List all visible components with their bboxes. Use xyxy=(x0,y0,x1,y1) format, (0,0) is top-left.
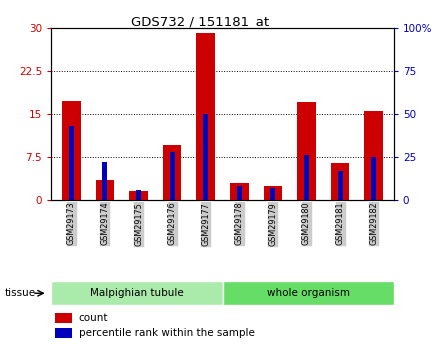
Text: GDS732 / 151181_at: GDS732 / 151181_at xyxy=(131,16,269,29)
Text: GSM29174: GSM29174 xyxy=(101,202,109,245)
Text: GSM29177: GSM29177 xyxy=(201,202,210,246)
Text: count: count xyxy=(79,313,108,323)
Bar xyxy=(62,101,81,200)
Text: GSM29173: GSM29173 xyxy=(67,202,76,245)
Bar xyxy=(331,163,349,200)
Text: whole organism: whole organism xyxy=(267,288,350,298)
Bar xyxy=(297,102,316,200)
Bar xyxy=(69,126,74,200)
Text: GSM29179: GSM29179 xyxy=(268,202,277,246)
Bar xyxy=(96,180,114,200)
Text: GSM29175: GSM29175 xyxy=(134,202,143,246)
Text: percentile rank within the sample: percentile rank within the sample xyxy=(79,328,255,338)
Bar xyxy=(203,114,208,200)
Bar xyxy=(364,111,383,200)
Bar xyxy=(304,155,309,200)
Bar xyxy=(271,188,275,200)
Text: GSM29178: GSM29178 xyxy=(235,202,244,245)
Text: GSM29176: GSM29176 xyxy=(168,202,177,245)
Bar xyxy=(51,281,223,305)
Bar xyxy=(237,186,242,200)
Bar xyxy=(196,33,215,200)
Bar xyxy=(222,281,394,305)
Bar xyxy=(170,152,174,200)
Bar xyxy=(55,313,72,323)
Text: Malpighian tubule: Malpighian tubule xyxy=(90,288,184,298)
Bar xyxy=(55,328,72,338)
Bar xyxy=(263,186,282,200)
Bar xyxy=(136,190,141,200)
Text: GSM29182: GSM29182 xyxy=(369,202,378,245)
Bar xyxy=(163,146,182,200)
Text: GSM29180: GSM29180 xyxy=(302,202,311,245)
Bar xyxy=(230,183,249,200)
Text: GSM29181: GSM29181 xyxy=(336,202,344,245)
Bar xyxy=(371,157,376,200)
Bar xyxy=(102,162,107,200)
Bar xyxy=(129,191,148,200)
Text: tissue: tissue xyxy=(4,288,36,298)
Bar xyxy=(338,171,343,200)
